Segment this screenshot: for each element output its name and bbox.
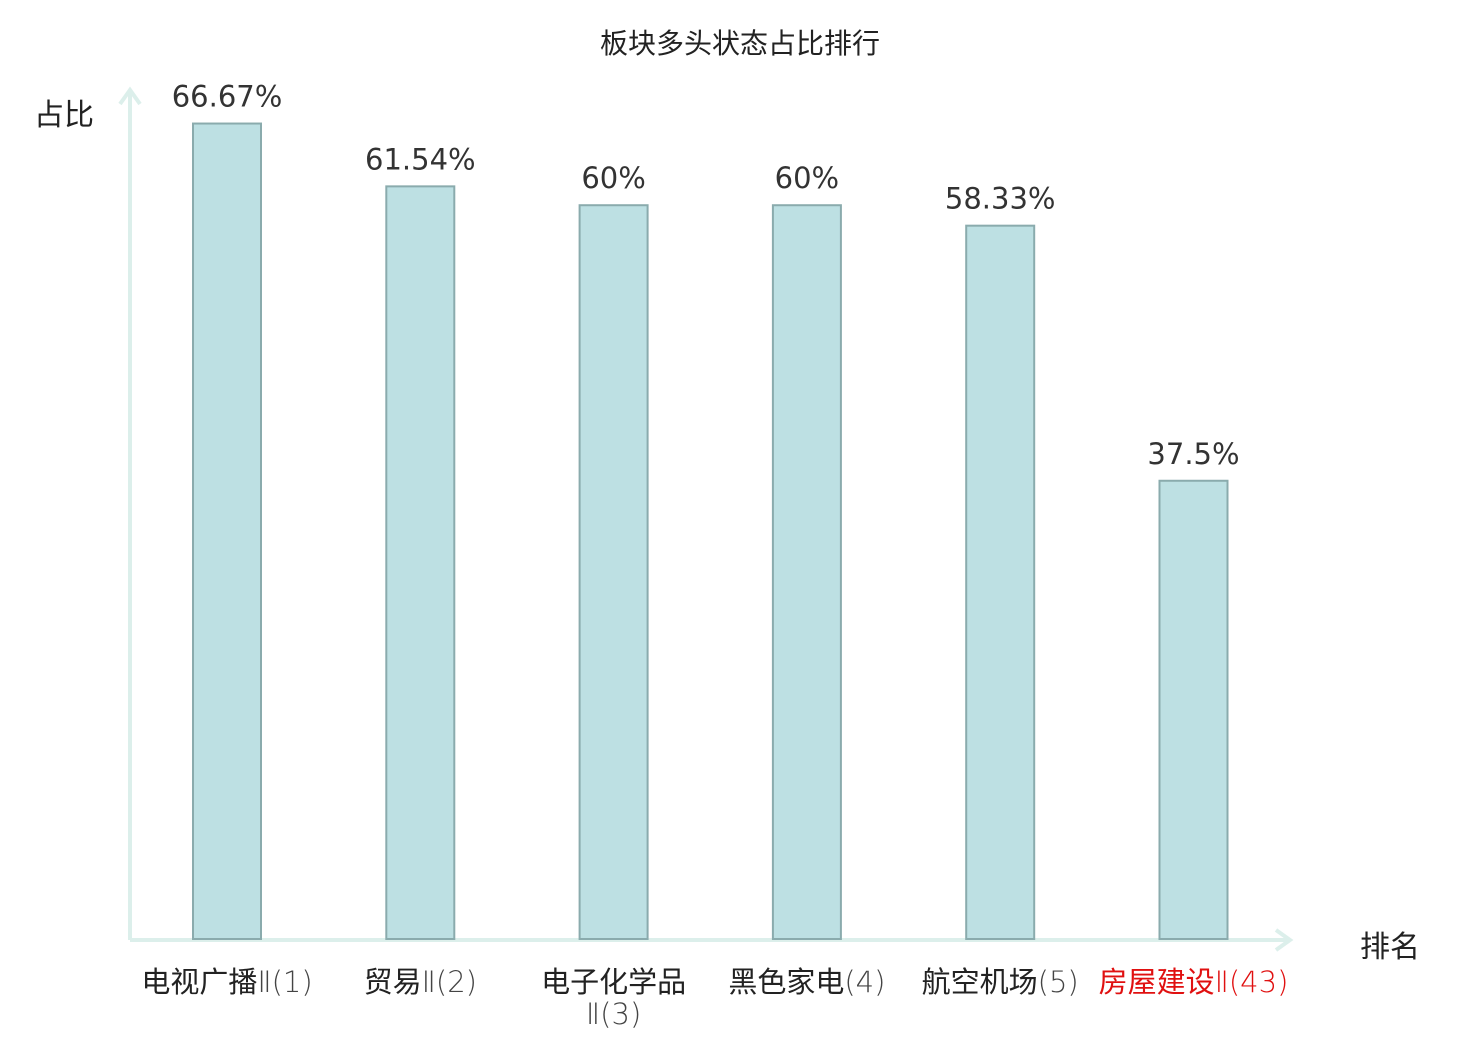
x-tick-label: 航空机场(5) <box>900 966 1100 998</box>
bar <box>578 204 649 940</box>
data-label: 61.54% <box>365 142 476 176</box>
x-tick-label: 电视广播Ⅱ(1) <box>127 966 327 998</box>
x-tick-label: 黑色家电(4) <box>707 966 907 998</box>
x-axis-label: 排名 <box>1360 930 1420 965</box>
x-axis-arrow <box>1274 928 1294 952</box>
data-label: 37.5% <box>1147 437 1239 471</box>
bar <box>385 185 456 940</box>
category-name: 航空机场 <box>921 965 1038 999</box>
category-name: 黑色家电 <box>728 965 845 999</box>
category-rank: Ⅱ(2) <box>421 965 477 999</box>
category-rank: Ⅱ(3) <box>585 997 642 1031</box>
category-rank: (5) <box>1037 965 1079 999</box>
bar <box>771 204 842 940</box>
category-name: 贸易 <box>363 965 422 999</box>
category-name: 电子化学品 <box>541 965 687 999</box>
category-name: 电视广播 <box>141 965 258 999</box>
data-label: 58.33% <box>945 182 1056 216</box>
category-rank: Ⅱ(1) <box>257 965 313 999</box>
category-rank: Ⅱ(43) <box>1214 965 1289 999</box>
bar <box>1158 479 1229 940</box>
data-label: 60% <box>581 161 645 195</box>
chart-title: 板块多头状态占比排行 <box>599 27 880 60</box>
data-label: 66.67% <box>172 80 283 114</box>
x-tick-label: 电子化学品Ⅱ(3) <box>514 966 714 1030</box>
category-rank: (4) <box>844 965 886 999</box>
bar <box>965 224 1036 941</box>
x-tick-label: 房屋建设Ⅱ(43) <box>1094 966 1294 998</box>
x-tick-label: 贸易Ⅱ(2) <box>320 966 520 998</box>
data-label: 60% <box>775 161 839 195</box>
y-axis-label: 占比 <box>34 98 94 133</box>
y-axis-arrow <box>118 86 142 106</box>
category-name: 房屋建设 <box>1098 965 1215 999</box>
bar <box>192 122 262 940</box>
